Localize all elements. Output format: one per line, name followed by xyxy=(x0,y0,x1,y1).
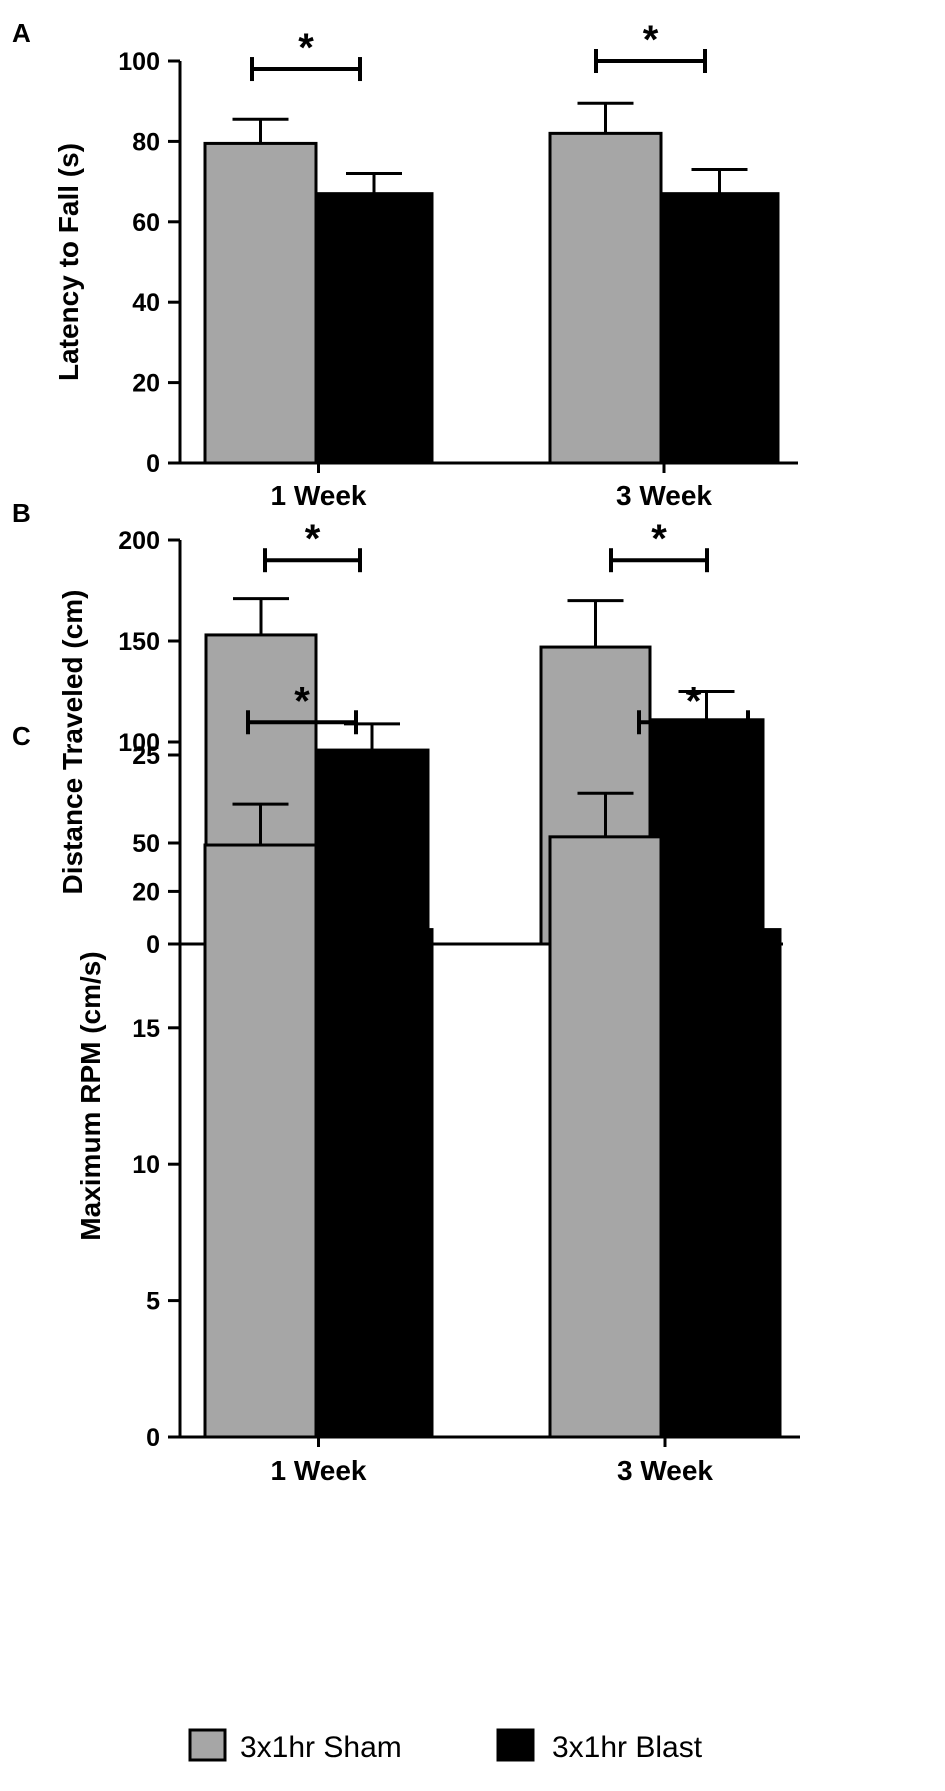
bar-a-sham-2wk xyxy=(548,131,663,465)
bar-b-blast-1wk xyxy=(314,748,430,946)
legend-swatch-blast xyxy=(496,1728,535,1762)
y-axis-title-b: Distance Traveled (cm) xyxy=(57,589,88,894)
x-tick-label-a: 3 Week xyxy=(616,480,712,511)
y-tick-label-b: 150 xyxy=(118,628,160,656)
y-tick-label-c: 0 xyxy=(146,1424,160,1452)
legend: 3x1hr Sham 3x1hr Blast xyxy=(188,1728,703,1764)
legend-label-sham: 3x1hr Sham xyxy=(240,1731,402,1764)
y-tick-label-b: 0 xyxy=(146,931,160,959)
y-tick-label-a: 20 xyxy=(132,370,160,398)
x-tick-label-c: 3 Week xyxy=(617,1455,713,1486)
bar-c-sham-2wk xyxy=(548,835,663,1439)
y-tick-label-a: 40 xyxy=(132,289,160,317)
bar-a-sham-1wk xyxy=(203,141,318,465)
y-tick-label-c: 10 xyxy=(132,1151,160,1179)
y-tick-label-a: 0 xyxy=(146,450,160,478)
y-axis-title-a: Latency to Fall (s) xyxy=(53,143,84,381)
x-tick-label-a: 1 Week xyxy=(271,480,367,511)
x-tick-label-c: 1 Week xyxy=(271,1455,367,1486)
significance-star-c: * xyxy=(294,679,310,723)
panel-letter-a: A xyxy=(12,18,31,48)
y-tick-label-a: 60 xyxy=(132,209,160,237)
panel-a: A 0 20 40 60 80 100 Latency to Fall (s) 1 Week * 3… xyxy=(12,18,798,511)
y-tick-label-b: 50 xyxy=(132,830,160,858)
significance-star-c: * xyxy=(686,679,702,723)
legend-label-blast: 3x1hr Blast xyxy=(552,1731,703,1764)
y-tick-label-c: 15 xyxy=(132,1015,160,1043)
bar-c-sham-1wk xyxy=(203,843,318,1439)
y-tick-label-a: 80 xyxy=(132,128,160,156)
y-axis-title-c: Maximum RPM (cm/s) xyxy=(75,951,106,1240)
bar-c-blast-1wk xyxy=(314,928,434,1439)
y-tick-label-b: 100 xyxy=(118,729,160,757)
significance-star-b: * xyxy=(305,517,321,561)
bar-b-blast-2wk xyxy=(648,718,765,946)
bar-a-blast-1wk xyxy=(314,192,434,465)
panel-c: C 0 5 10 15 20 25 Maximum RPM (cm/s) 1 Week * 3 We… xyxy=(12,679,800,1486)
panel-letter-b: B xyxy=(12,498,31,528)
y-tick-label-c: 5 xyxy=(146,1288,160,1316)
y-tick-label-c: 20 xyxy=(132,878,160,906)
significance-star-b: * xyxy=(651,517,667,561)
y-tick-label-a: 100 xyxy=(118,48,160,76)
significance-star-a: * xyxy=(643,18,659,62)
y-tick-label-b: 200 xyxy=(118,527,160,555)
significance-star-a: * xyxy=(298,26,314,70)
panel-letter-c: C xyxy=(12,721,31,751)
y-tick-label-c: 25 xyxy=(132,742,160,770)
legend-swatch-sham xyxy=(188,1728,227,1762)
bar-a-blast-2wk xyxy=(659,192,780,465)
bar-c-blast-2wk xyxy=(659,928,782,1439)
